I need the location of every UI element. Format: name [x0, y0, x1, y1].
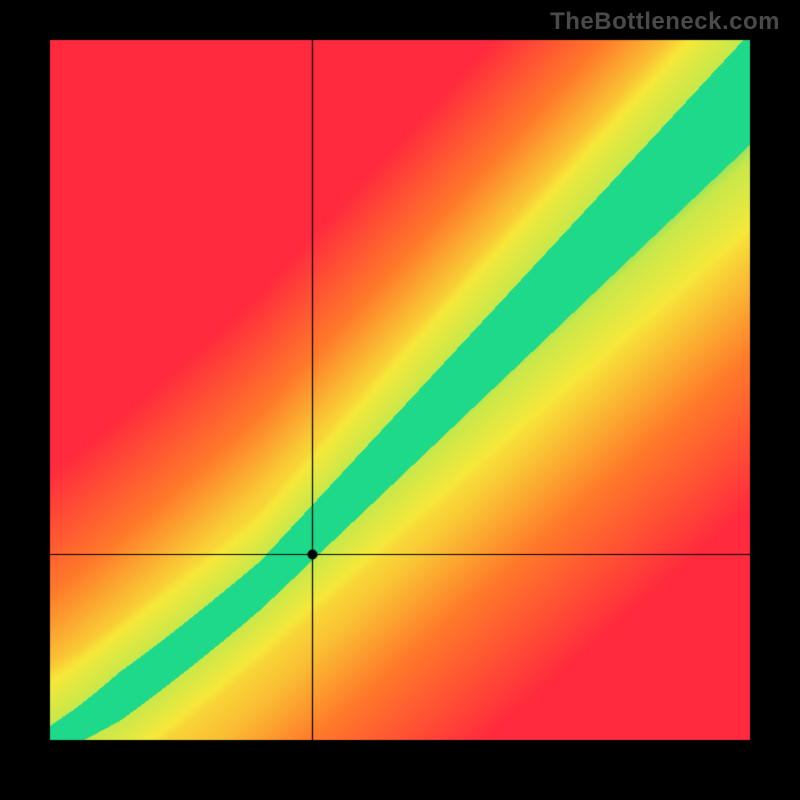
- heatmap-canvas: [0, 0, 800, 800]
- watermark-text: TheBottleneck.com: [550, 8, 780, 36]
- chart-container: TheBottleneck.com: [0, 0, 800, 800]
